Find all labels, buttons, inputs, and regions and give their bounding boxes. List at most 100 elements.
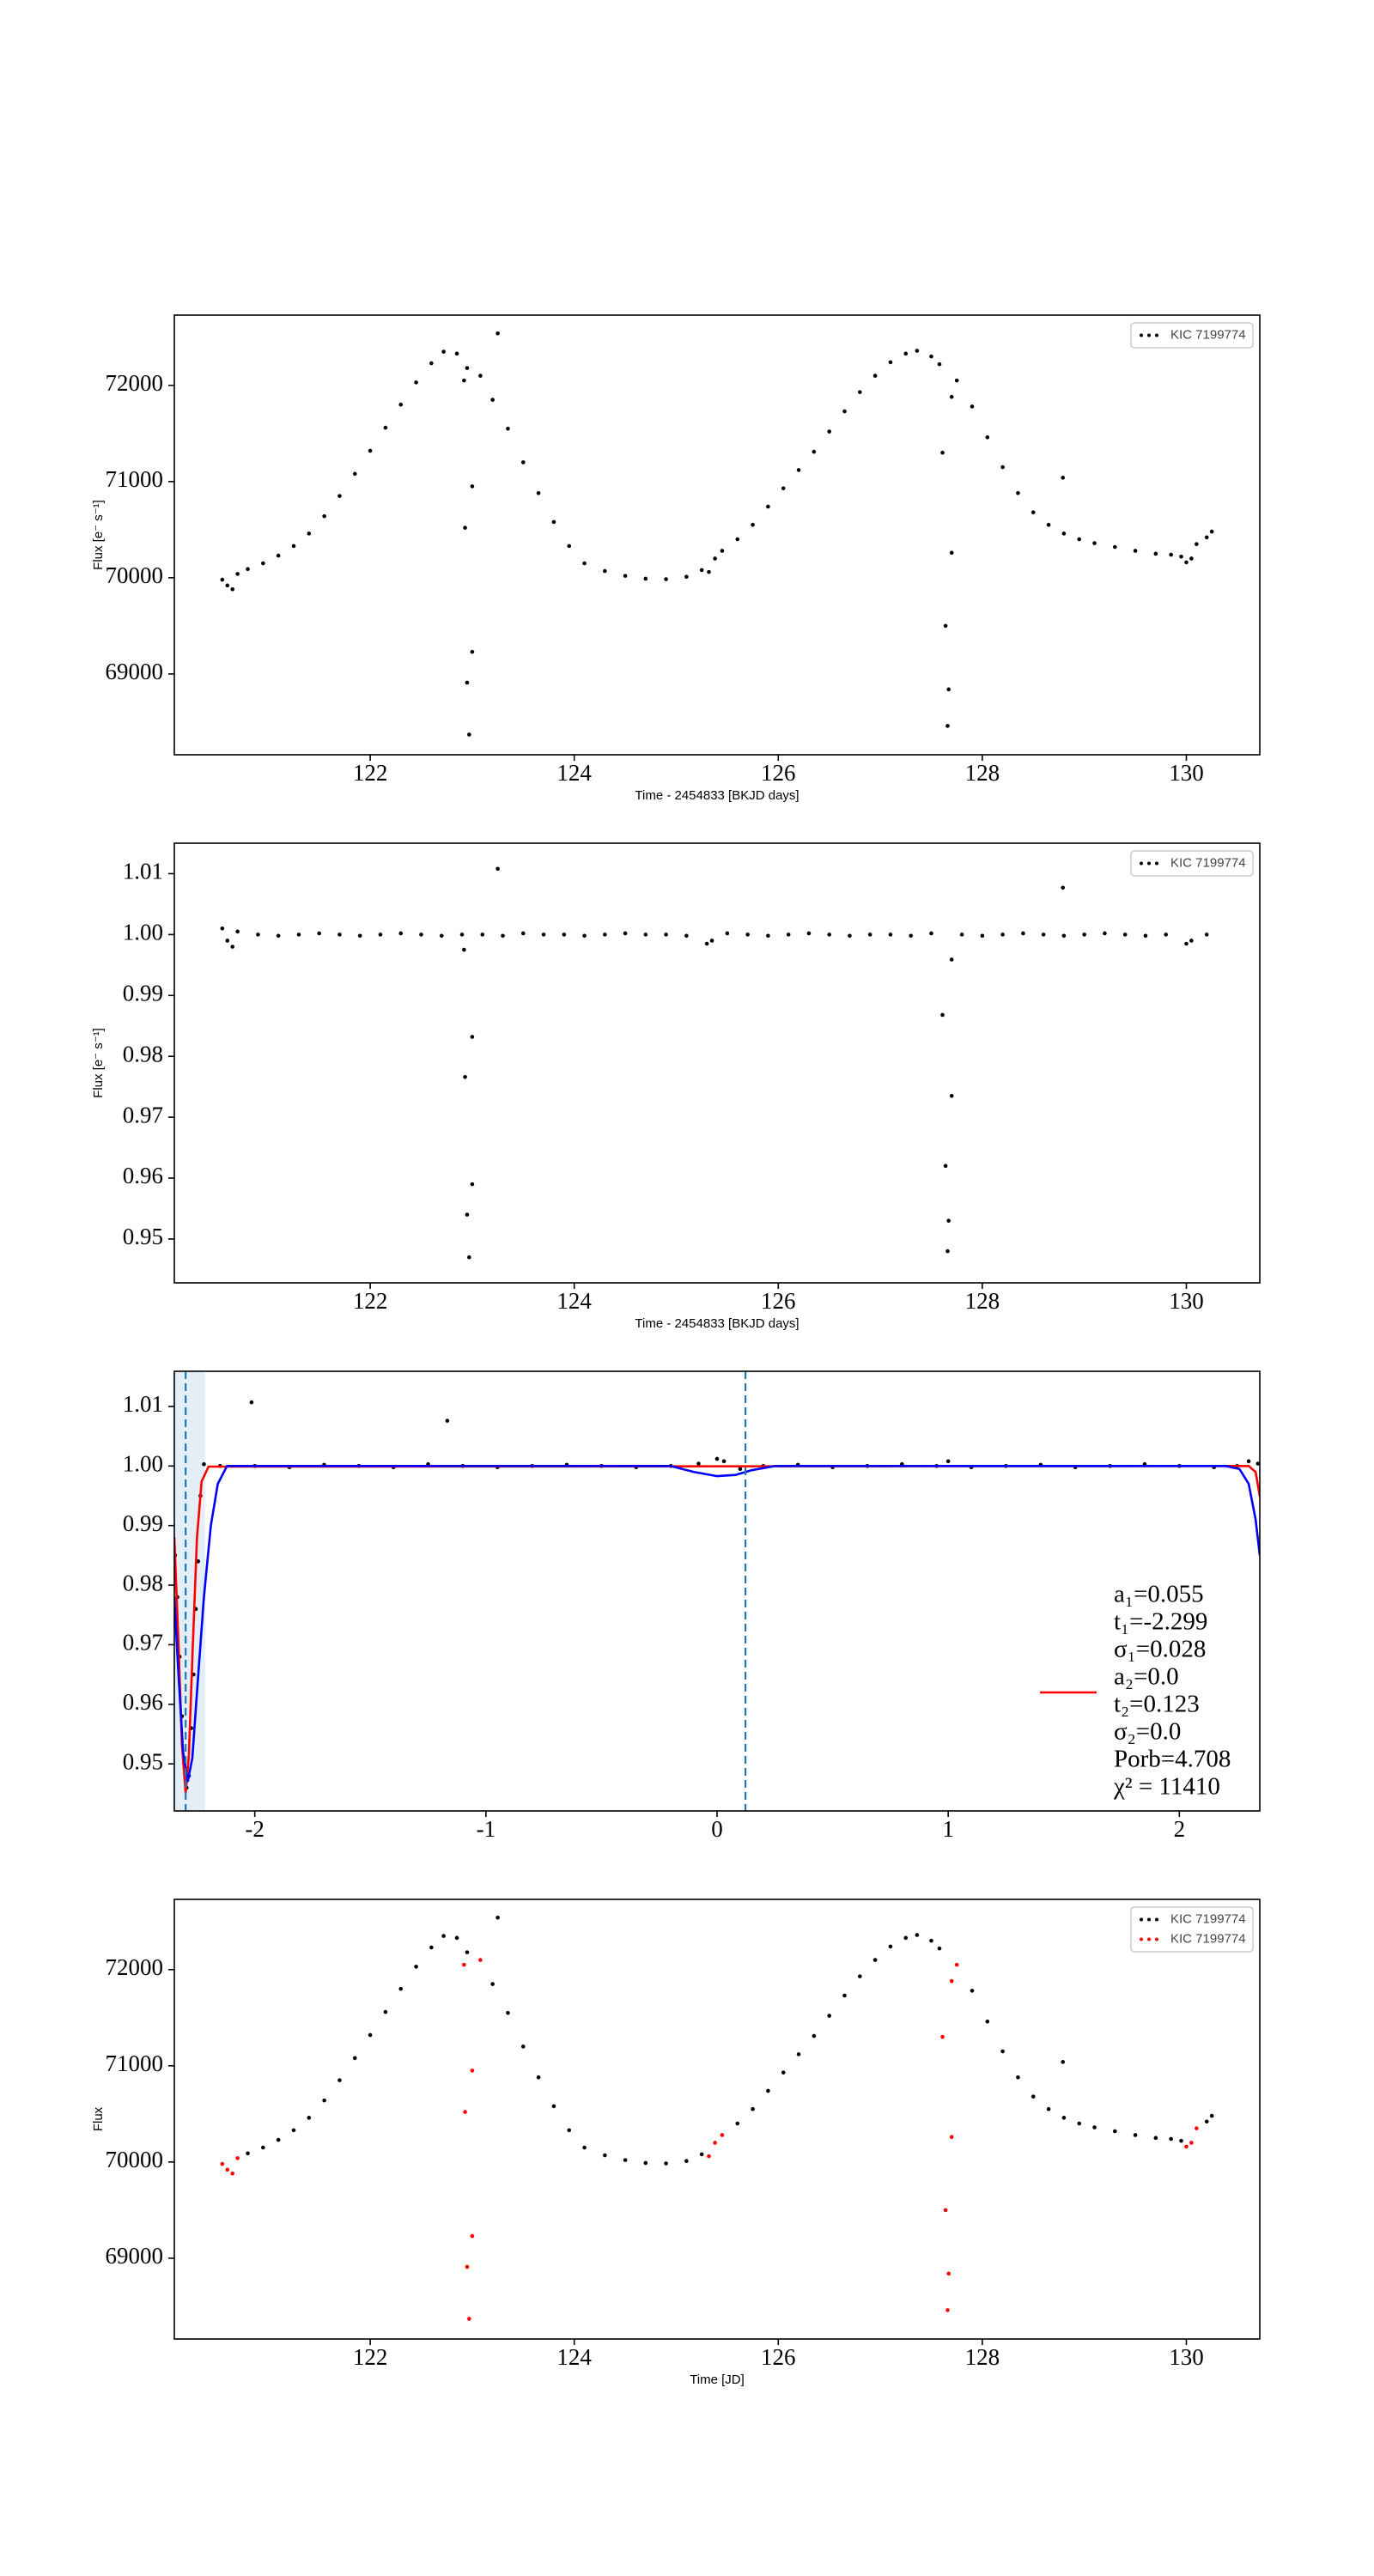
data-point [470,1035,475,1039]
data-point [1092,541,1097,545]
x-tick-label: 122 [353,1288,388,1314]
data-point [940,1012,945,1018]
data-point [664,2161,668,2166]
data-point [520,2044,526,2049]
y-tick-label: 70000 [106,2147,164,2172]
data-point [582,561,587,566]
plot-area [220,1915,1214,2321]
data-point [1061,933,1067,939]
y-tick-label: 0.95 [123,1748,163,1774]
data-point [506,426,510,431]
data-point [980,933,985,939]
y-axis-label: Flux [e⁻ s⁻¹] [91,500,106,570]
y-tick-label: 1.01 [123,859,163,884]
data-point [291,544,296,549]
data-point [985,2019,990,2024]
y-tick-label: 0.98 [123,1570,163,1595]
data-point [501,933,505,939]
data-point [707,569,711,574]
data-point [812,2033,817,2038]
data-point [352,471,357,477]
data-point [261,561,265,566]
data-point [643,933,648,937]
data-point [714,1456,720,1461]
data-point [383,2009,388,2014]
data-point [781,2070,786,2075]
data-point [454,1935,459,1941]
data-point [872,374,878,378]
y-tick-label: 0.96 [123,1689,163,1715]
data-point [970,404,975,409]
data-point [903,1935,909,1941]
data-point [713,2141,717,2145]
data-point [1204,933,1209,937]
data-point [307,2116,312,2120]
legend-box [1130,850,1254,877]
data-point [230,2171,235,2176]
data-point [551,519,556,525]
data-point [812,449,817,454]
data-point [915,349,920,353]
data-point [465,1212,470,1217]
legend-label: Porb=4.708 [1114,1746,1231,1773]
data-point [230,945,235,949]
data-point [1209,2113,1214,2118]
data-point [1246,1459,1251,1464]
data-point [465,2264,470,2269]
data-point [459,933,465,937]
data-point [1041,933,1046,937]
data-point [827,2014,831,2018]
data-point [943,623,948,629]
data-point [480,933,485,937]
data-point [520,460,526,465]
data-point [949,394,954,399]
data-point [1133,2133,1138,2137]
legend-marker [1155,333,1158,337]
data-point [888,1944,893,1949]
x-tick-label: -1 [477,1816,496,1842]
data-point [1061,2060,1066,2064]
data-point [296,933,301,937]
data-point [867,933,872,937]
data-point [536,490,541,495]
data-point [1189,2141,1194,2145]
data-point [903,351,909,356]
data-point [1169,552,1173,557]
data-point [1000,933,1005,937]
x-tick-label: 130 [1169,760,1204,786]
data-point [220,577,225,582]
legend-label: a₂=0.0 [1114,1663,1179,1691]
data-point [378,933,383,937]
data-point [704,941,709,946]
x-tick-label: 122 [353,760,388,786]
data-point [623,574,628,578]
x-tick-label: 124 [556,760,592,786]
data-point [946,1218,951,1223]
legend-label: KIC 7199774 [1170,855,1246,870]
x-tick-label: 126 [761,760,796,786]
data-point [959,933,964,937]
data-point [735,2121,740,2126]
legend-label: σ₁=0.028 [1114,1636,1206,1663]
axes-frame [173,842,1261,1284]
data-point [220,926,225,931]
legend-marker [1147,1917,1151,1922]
data-point [1179,554,1183,559]
data-point [1184,2144,1189,2149]
data-point [465,680,470,685]
data-point [337,494,342,498]
data-point [220,2161,225,2166]
data-point [1153,2136,1158,2141]
data-point [858,1974,862,1978]
data-point [940,450,945,455]
data-point [398,1986,404,1991]
data-point [490,1982,495,1986]
data-point [317,931,321,936]
data-point [943,1163,948,1169]
x-tick-label: 130 [1169,2344,1204,2370]
legend-box [1130,322,1254,349]
data-point [454,351,459,356]
data-point [1030,510,1036,514]
plot-area [220,331,1214,737]
